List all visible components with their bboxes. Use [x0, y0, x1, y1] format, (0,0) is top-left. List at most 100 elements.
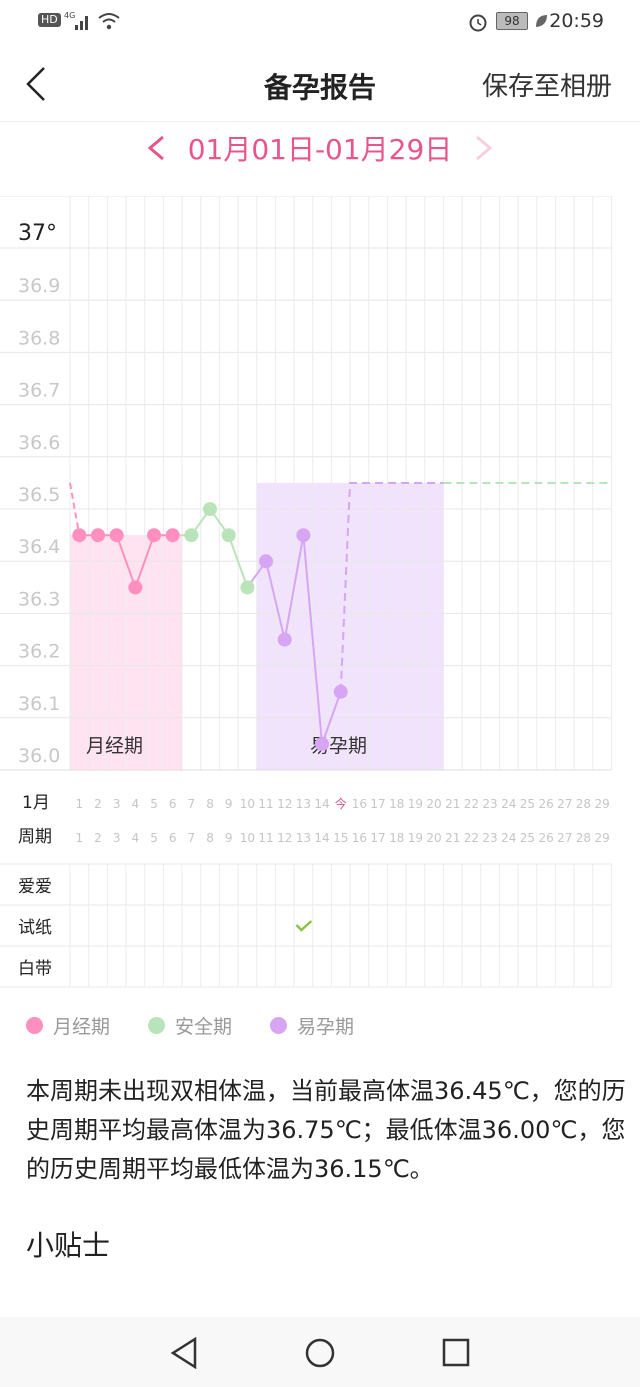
temp-point — [296, 528, 311, 543]
temp-point — [259, 554, 274, 569]
safe-dot-icon — [148, 1017, 166, 1034]
nav-bar: 备孕报告 保存至相册 — [0, 44, 640, 122]
temp-line-segment — [321, 691, 342, 745]
status-bar: HD 4G 98 20:59 — [0, 0, 640, 44]
cycle-day: 23 — [482, 831, 497, 845]
cycle-day: 27 — [557, 831, 572, 845]
cycle-day: 24 — [501, 831, 516, 845]
back-button[interactable] — [24, 66, 48, 102]
cycle-day: 7 — [188, 831, 196, 845]
month-day: 9 — [225, 797, 233, 811]
svg-text:4G: 4G — [64, 11, 75, 20]
predicted-line — [339, 482, 444, 692]
y-tick-label: 36.3 — [18, 588, 60, 610]
save-to-album-button[interactable]: 保存至相册 — [481, 72, 612, 102]
month-day: 21 — [445, 797, 460, 811]
cycle-label: 周期 — [18, 827, 52, 847]
temp-point — [109, 528, 124, 543]
month-day: 25 — [520, 797, 535, 811]
temp-point — [221, 528, 236, 543]
leaf-icon — [536, 15, 547, 27]
legend-label: 易孕期 — [297, 1016, 355, 1038]
cycle-day: 20 — [426, 831, 441, 845]
y-tick-label: 36.2 — [18, 641, 60, 663]
y-tick-label: 36.4 — [18, 536, 60, 558]
month-day: 7 — [188, 797, 196, 811]
next-range-button[interactable] — [473, 134, 495, 162]
cycle-day: 15 — [333, 831, 348, 845]
cycle-day: 29 — [594, 831, 609, 845]
cycle-day: 26 — [538, 831, 553, 845]
month-day: 1 — [76, 797, 84, 811]
month-day: 10 — [240, 797, 255, 811]
clock: 20:59 — [549, 10, 604, 32]
temp-point — [165, 528, 180, 543]
tips-heading: 小贴士 — [26, 1229, 111, 1262]
y-tick-label: 36.5 — [18, 484, 60, 506]
temp-line-segment — [227, 534, 249, 588]
cycle-day: 3 — [113, 831, 121, 845]
legend-label: 月经期 — [53, 1016, 111, 1038]
legend-menstrual: 月经期 — [26, 1012, 110, 1039]
cycle-day: 12 — [277, 831, 292, 845]
month-day: 18 — [389, 797, 404, 811]
battery-icon: 98 — [496, 12, 528, 30]
temperature-chart: 37° 36.9 36.8 36.7 36.6 36.5 36.4 36.3 36.2 36.1 3… — [0, 196, 612, 988]
cycle-day: 21 — [445, 831, 460, 845]
legend-label: 安全期 — [175, 1016, 233, 1038]
month-day: 29 — [594, 797, 609, 811]
prev-range-button[interactable] — [145, 134, 167, 162]
temp-line-segment — [134, 534, 155, 588]
date-range-label: 01月01日-01月29日 — [187, 133, 453, 166]
page-title: 备孕报告 — [263, 71, 376, 104]
month-label: 1月 — [22, 793, 50, 813]
cycle-day: 22 — [464, 831, 479, 845]
y-tick-label: 36.7 — [18, 380, 60, 402]
cycle-day: 25 — [520, 831, 535, 845]
temp-point — [128, 580, 143, 595]
menstrual-dot-icon — [26, 1017, 43, 1034]
temp-point — [277, 632, 292, 647]
home-nav-icon[interactable] — [304, 1337, 336, 1369]
month-day: 24 — [501, 797, 516, 811]
month-day: 8 — [206, 797, 214, 811]
temp-point — [184, 528, 199, 543]
month-day: 23 — [482, 797, 497, 811]
cycle-day: 16 — [352, 831, 367, 845]
temp-line-segment — [265, 561, 286, 640]
month-day: 13 — [296, 797, 311, 811]
month-day: 今 — [335, 796, 347, 811]
y-tick-label: 37° — [18, 221, 57, 246]
temp-point — [91, 528, 106, 543]
month-day: 26 — [538, 797, 553, 811]
cycle-day: 18 — [389, 831, 404, 845]
back-nav-icon[interactable] — [170, 1337, 198, 1369]
cycle-day: 6 — [169, 831, 177, 845]
cycle-day: 4 — [132, 831, 140, 845]
hd-icon: HD — [38, 13, 61, 27]
cycle-day: 14 — [314, 831, 329, 845]
y-tick-label: 36.8 — [18, 327, 60, 349]
signal-icon: 4G — [64, 11, 88, 30]
record-label-0: 爱爱 — [18, 877, 52, 897]
month-day: 12 — [277, 797, 292, 811]
cycle-day: 8 — [206, 831, 214, 845]
month-day: 16 — [352, 797, 367, 811]
y-tick-label: 36.9 — [18, 275, 60, 297]
month-day: 20 — [426, 797, 441, 811]
record-label-2: 白带 — [18, 959, 52, 979]
band-label: 月经期 — [86, 735, 143, 757]
temp-point — [72, 528, 87, 543]
month-day: 28 — [576, 797, 591, 811]
recents-nav-icon[interactable] — [442, 1338, 470, 1368]
cycle-day: 11 — [258, 831, 273, 845]
cycle-day: 9 — [225, 831, 233, 845]
temp-point — [333, 684, 348, 699]
lead-in-line — [69, 482, 81, 536]
cycle-day: 28 — [576, 831, 591, 845]
temp-point — [203, 502, 218, 517]
month-day: 22 — [464, 797, 479, 811]
alarm-icon — [469, 14, 487, 32]
temp-point — [147, 528, 162, 543]
legend-safe: 安全期 — [148, 1012, 232, 1039]
